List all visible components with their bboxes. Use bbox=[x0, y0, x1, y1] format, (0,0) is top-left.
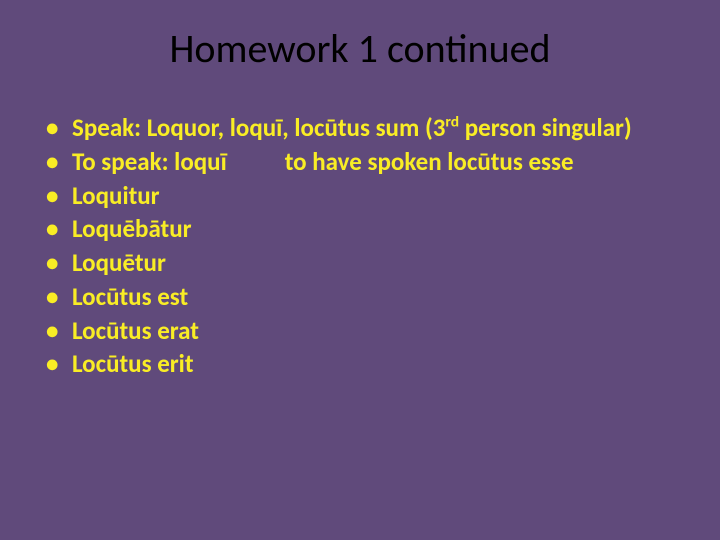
bullet-dot: • bbox=[46, 347, 72, 381]
bullet-dot: • bbox=[46, 212, 72, 246]
bullet-item: • Locūtus erit bbox=[46, 347, 680, 381]
bullet-text: To speak: loquī to have spoken locūtus es… bbox=[72, 145, 680, 179]
bullet-dot: • bbox=[46, 314, 72, 348]
bullet-item: • Loquētur bbox=[46, 246, 680, 280]
bullet-item: • Locūtus erat bbox=[46, 314, 680, 348]
bullet-text: Locūtus erit bbox=[72, 347, 680, 381]
bullet-item: • To speak: loquī to have spoken locūtus … bbox=[46, 145, 680, 179]
bullet-text: Speak: Loquor, loquī, locūtus sum (3rd p… bbox=[72, 111, 680, 145]
bullet-dot: • bbox=[46, 246, 72, 280]
bullet-text: Loquētur bbox=[72, 246, 680, 280]
bullet-dot: • bbox=[46, 111, 72, 145]
superscript: rd bbox=[445, 113, 459, 132]
bullet-dot: • bbox=[46, 280, 72, 314]
bullet-text: Loquēbātur bbox=[72, 212, 680, 246]
slide-content: • Speak: Loquor, loquī, locūtus sum (3rd… bbox=[0, 111, 720, 381]
bullet-text: Locūtus erat bbox=[72, 314, 680, 348]
bullet-dot: • bbox=[46, 145, 72, 179]
slide-title: Homework 1 continued bbox=[0, 24, 720, 73]
bullet-dot: • bbox=[46, 179, 72, 213]
bullet-text: Locūtus est bbox=[72, 280, 680, 314]
bullet-text-part: Speak: Loquor, loquī, locūtus sum (3 bbox=[72, 112, 445, 143]
bullet-item: • Loquitur bbox=[46, 179, 680, 213]
bullet-item: • Loquēbātur bbox=[46, 212, 680, 246]
bullet-text: Loquitur bbox=[72, 179, 680, 213]
bullet-text-left: To speak: loquī bbox=[72, 146, 227, 177]
bullet-item: • Speak: Loquor, loquī, locūtus sum (3rd… bbox=[46, 111, 680, 145]
bullet-text-right: to have spoken locūtus esse bbox=[285, 146, 574, 177]
bullet-text-part: person singular) bbox=[459, 112, 632, 143]
bullet-item: • Locūtus est bbox=[46, 280, 680, 314]
